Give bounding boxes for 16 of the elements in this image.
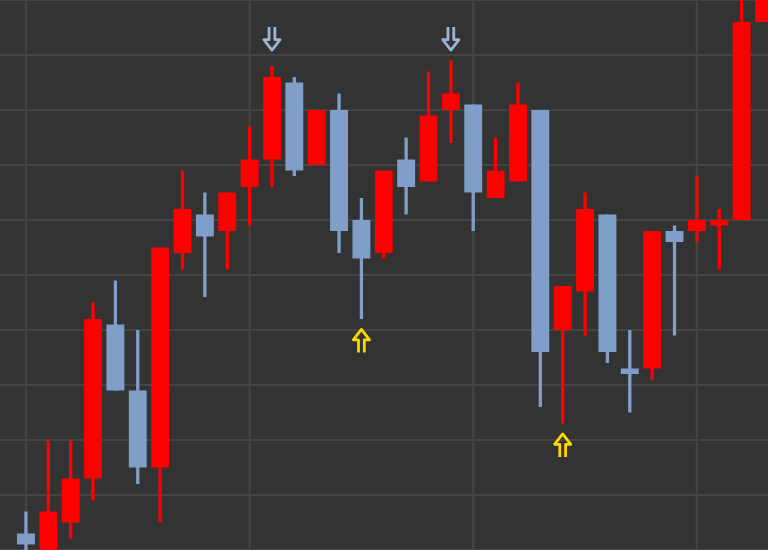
candlestick bbox=[553, 284, 572, 426]
candlestick bbox=[173, 168, 192, 272]
candlestick bbox=[195, 190, 214, 299]
candlestick bbox=[397, 135, 416, 217]
candlestick bbox=[620, 328, 639, 415]
candlestick bbox=[710, 207, 729, 272]
candlestick bbox=[486, 135, 505, 200]
candlestick bbox=[441, 58, 460, 145]
candlestick bbox=[665, 223, 684, 338]
candlestick bbox=[17, 509, 35, 550]
candlestick bbox=[39, 438, 58, 550]
candlestick bbox=[687, 174, 706, 244]
candlestick bbox=[352, 196, 371, 321]
candlestick bbox=[218, 190, 237, 272]
candlestick bbox=[240, 124, 259, 228]
candlestick bbox=[61, 438, 80, 541]
